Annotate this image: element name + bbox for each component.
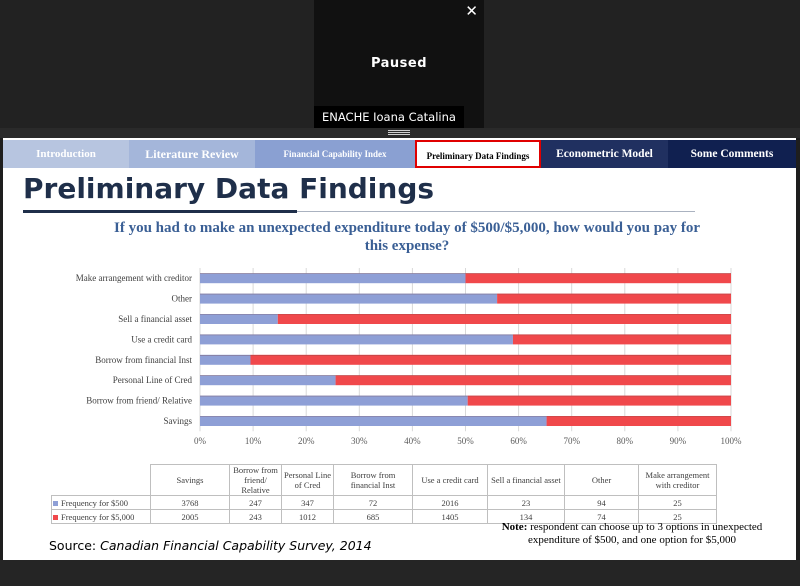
meeting-bottom-bar: [0, 560, 800, 586]
close-icon[interactable]: ✕: [465, 2, 478, 20]
bar-segment-500: [200, 416, 547, 426]
source-citation: Source: Canadian Financial Capability Su…: [49, 538, 372, 553]
participant-video-tile[interactable]: Paused ✕ ENACHE Ioana Catalina: [314, 0, 484, 128]
x-tick-label: 50%: [457, 436, 474, 446]
x-tick-label: 20%: [298, 436, 315, 446]
video-status: Paused: [370, 56, 428, 71]
x-tick-label: 100%: [721, 436, 743, 446]
table-header: Make arrangement with creditor: [638, 464, 717, 496]
bar-segment-5000: [465, 273, 731, 284]
row-label: Frequency for $5,000: [51, 509, 151, 524]
bar-segment-500: [200, 314, 278, 324]
drag-handle-icon[interactable]: [388, 130, 410, 136]
tab-literature-review: Literature Review: [129, 140, 255, 168]
frequency-table: Savings Borrow from friend/ Relative Per…: [51, 464, 717, 524]
table-header: Borrow from financial Inst: [333, 464, 413, 496]
legend-swatch: [53, 515, 58, 521]
table-cell: 347: [281, 495, 334, 510]
tab-introduction: Introduction: [3, 140, 129, 168]
note-text: respondent can choose up to 3 options in…: [527, 521, 763, 546]
title-rule: [297, 211, 695, 212]
bar-segment-5000: [467, 395, 731, 406]
table-cell: 243: [229, 509, 282, 524]
bar-segment-5000: [277, 314, 731, 324]
table-cell: 1405: [412, 509, 488, 524]
row-label-text: Frequency for $5,000: [61, 511, 135, 522]
x-tick-label: 0%: [194, 436, 207, 446]
table-cell: 2005: [150, 509, 230, 524]
table-cell: 94: [564, 495, 639, 510]
table-header: Borrow from friend/ Relative: [229, 464, 282, 496]
category-label: Use a credit card: [131, 334, 192, 344]
legend-swatch: [53, 501, 58, 507]
chart-question: If you had to make an unexpected expendi…: [113, 220, 701, 254]
table-cell: 25: [638, 509, 717, 524]
source-text: Canadian Financial Capability Survey, 20…: [100, 538, 372, 553]
category-label: Savings: [163, 416, 192, 426]
bar-segment-5000: [546, 416, 731, 426]
bar-segment-5000: [497, 293, 731, 304]
stacked-bar-chart: 0% 10% 20% 30% 40% 50% 60% 70% 80% 90% 100% Make ar…: [76, 268, 743, 446]
category-label: Sell a financial asset: [118, 314, 192, 324]
x-tick-label: 10%: [245, 436, 262, 446]
bar-segment-500: [200, 273, 466, 284]
table-corner: [51, 464, 151, 496]
panel-splitter[interactable]: [0, 128, 800, 138]
x-tick-label: 70%: [563, 436, 580, 446]
bar-segment-500: [200, 395, 468, 406]
slide-title: Preliminary Data Findings: [23, 172, 435, 205]
table-cell: 25: [638, 495, 717, 510]
category-label: Make arrangement with creditor: [76, 273, 192, 283]
x-tick-label: 30%: [351, 436, 368, 446]
tab-some-comments: Some Comments: [668, 140, 796, 168]
shared-slide: Introduction Literature Review Financial…: [3, 138, 796, 560]
meeting-top-bar: Paused ✕ ENACHE Ioana Catalina: [0, 0, 800, 128]
row-label: Frequency for $500: [51, 495, 151, 510]
table-header: Other: [564, 464, 639, 496]
table-cell: 685: [333, 509, 413, 524]
bar-segment-5000: [335, 375, 731, 386]
bar-segment-500: [200, 293, 498, 304]
table-header: Use a credit card: [412, 464, 488, 496]
category-label: Borrow from friend/ Relative: [86, 396, 192, 406]
bar-segment-500: [200, 354, 251, 365]
table-cell: 1012: [281, 509, 334, 524]
table-row: Frequency for $500 3768 247 347 72 2016 …: [51, 495, 717, 510]
table-cell: 72: [333, 495, 413, 510]
source-label: Source:: [49, 538, 97, 553]
table-header: Savings: [150, 464, 230, 496]
row-label-text: Frequency for $500: [61, 497, 129, 508]
bar-segment-5000: [512, 334, 731, 345]
bar-segment-5000: [250, 354, 731, 365]
x-tick-label: 60%: [510, 436, 527, 446]
footnote: Note: respondent can choose up to 3 opti…: [497, 521, 767, 547]
tab-financial-capability-index: Financial Capability Index: [255, 140, 415, 168]
category-label: Personal Line of Cred: [113, 375, 193, 385]
slide-section-tabs: Introduction Literature Review Financial…: [3, 140, 796, 168]
table-cell: 23: [487, 495, 565, 510]
note-label: Note:: [501, 521, 528, 533]
x-tick-label: 40%: [404, 436, 421, 446]
tab-preliminary-data-findings: Preliminary Data Findings: [415, 140, 541, 168]
participant-name: ENACHE Ioana Catalina: [314, 106, 464, 128]
table-header: Personal Line of Cred: [281, 464, 334, 496]
table-cell: 2016: [412, 495, 488, 510]
table-row: Frequency for $5,000 2005 243 1012 685 1…: [51, 509, 717, 524]
table-header: Sell a financial asset: [487, 464, 565, 496]
tab-econometric-model: Econometric Model: [541, 140, 668, 168]
category-label: Other: [172, 294, 193, 304]
table-cell: 247: [229, 495, 282, 510]
title-underline: [23, 210, 297, 213]
bar-segment-500: [200, 334, 513, 345]
table-cell: 3768: [150, 495, 230, 510]
bar-segment-500: [200, 375, 336, 386]
x-tick-label: 80%: [617, 436, 634, 446]
x-tick-label: 90%: [670, 436, 687, 446]
category-label: Borrow from financial Inst: [95, 355, 192, 365]
